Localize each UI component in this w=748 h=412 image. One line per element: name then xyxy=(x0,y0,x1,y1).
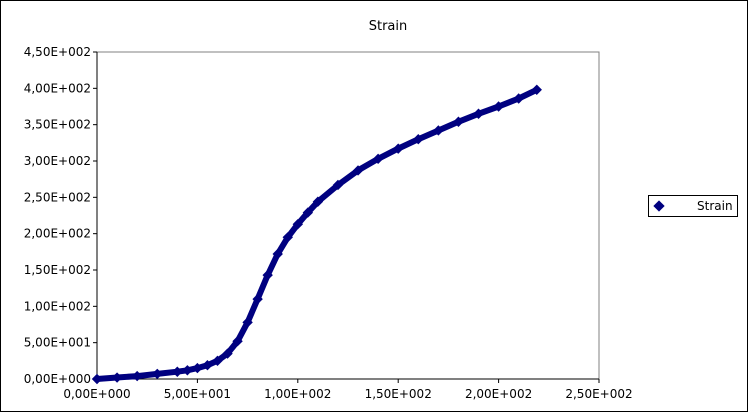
data-point xyxy=(392,143,404,154)
legend: Strain xyxy=(648,195,738,217)
data-point xyxy=(202,359,213,371)
data-point xyxy=(242,317,253,328)
y-tick-label: 2,50E+002 xyxy=(24,190,91,204)
data-point xyxy=(272,248,283,260)
data-point xyxy=(292,219,304,230)
data-point xyxy=(513,93,524,104)
data-point xyxy=(282,232,293,243)
data-point xyxy=(372,153,384,165)
y-tick-label: 2,00E+002 xyxy=(24,227,91,241)
legend-marker-diamond-icon xyxy=(653,200,665,212)
data-point xyxy=(302,207,314,218)
x-tick-label: 1,50E+002 xyxy=(365,387,432,401)
data-point xyxy=(413,133,424,145)
data-point xyxy=(111,372,123,383)
plot-area xyxy=(96,51,600,380)
data-point xyxy=(332,179,344,191)
data-point xyxy=(232,336,243,347)
legend-label-strain: Strain xyxy=(697,199,733,213)
y-tick-label: 5,00E+001 xyxy=(24,336,91,350)
data-point xyxy=(91,373,103,385)
data-point xyxy=(131,370,143,382)
x-tick-label: 2,50E+002 xyxy=(565,387,632,401)
data-point xyxy=(192,362,203,374)
chart-title: Strain xyxy=(369,19,408,34)
data-point xyxy=(152,368,163,380)
series-strain xyxy=(91,84,542,385)
data-point xyxy=(212,355,223,367)
data-point xyxy=(473,108,484,119)
y-tick-label: 1,00E+002 xyxy=(24,299,91,313)
y-tick-label: 3,50E+002 xyxy=(24,118,91,132)
data-point xyxy=(453,116,464,127)
data-point xyxy=(182,365,193,376)
data-point xyxy=(222,348,233,359)
data-point xyxy=(493,101,504,112)
x-tick-label: 1,00E+002 xyxy=(264,387,331,401)
data-point xyxy=(352,165,364,176)
data-point xyxy=(252,293,263,305)
x-tick-label: 2,00E+002 xyxy=(465,387,532,401)
data-point xyxy=(531,84,542,95)
data-point xyxy=(433,125,444,136)
data-point xyxy=(172,366,183,377)
x-tick-label: 5,00E+001 xyxy=(164,387,231,401)
x-tick-label: 0,00E+000 xyxy=(63,387,130,401)
y-tick-label: 0,00E+000 xyxy=(24,372,91,386)
y-tick-label: 3,00E+002 xyxy=(24,154,91,168)
y-tick-label: 1,50E+002 xyxy=(24,263,91,277)
data-point xyxy=(312,196,324,207)
y-tick-label: 4,50E+002 xyxy=(24,45,91,59)
axes: 0,00E+000 5,00E+001 1,00E+002 1,50E+002 2,00… xyxy=(24,45,633,401)
data-point xyxy=(262,269,273,281)
y-tick-label: 4,00E+002 xyxy=(24,81,91,95)
